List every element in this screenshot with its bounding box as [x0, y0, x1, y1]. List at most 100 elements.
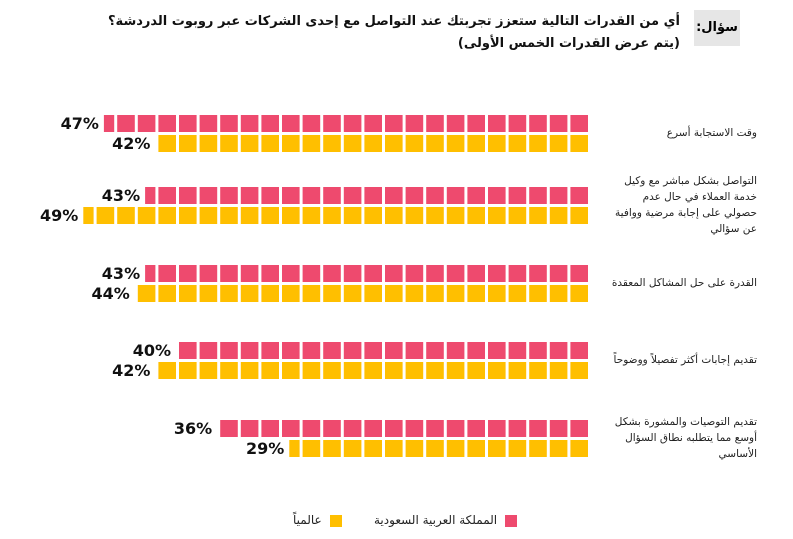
waffle-cell	[570, 285, 588, 302]
waffle-cell	[323, 420, 341, 437]
waffle-cell	[199, 135, 218, 152]
waffle-cell	[323, 265, 341, 282]
waffle-cell	[570, 207, 588, 224]
waffle-cell	[426, 265, 444, 282]
waffle-cell	[145, 265, 156, 282]
chart-subtitle: (يتم عرض القدرات الخمس الأولى)	[457, 36, 680, 51]
waffle-cell	[343, 342, 362, 359]
waffle-cell	[467, 440, 485, 457]
waffle-cell	[488, 362, 506, 379]
waffle-cell	[302, 265, 321, 282]
waffle-bar	[158, 362, 588, 379]
waffle-cell	[446, 285, 465, 302]
waffle-bar	[83, 207, 588, 224]
waffle-cell	[179, 265, 197, 282]
waffle-cell	[385, 115, 403, 132]
waffle-cell	[446, 207, 465, 224]
waffle-cell	[488, 440, 506, 457]
waffle-cell	[364, 265, 382, 282]
waffle-bar	[103, 115, 588, 132]
waffle-cell	[343, 135, 362, 152]
waffle-cell	[302, 362, 321, 379]
waffle-cell	[385, 440, 403, 457]
waffle-cell	[570, 115, 588, 132]
waffle-cell	[549, 207, 568, 224]
waffle-cell	[508, 187, 527, 204]
waffle-cell	[145, 187, 156, 204]
category-label: تقديم إجابات أكثر تفصيلاً ووضوحاً	[613, 354, 757, 366]
waffle-cell	[117, 207, 135, 224]
waffle-cell	[488, 265, 506, 282]
waffle-cell	[343, 115, 362, 132]
waffle-cell	[426, 187, 444, 204]
waffle-cell	[446, 440, 465, 457]
waffle-cell	[467, 362, 485, 379]
waffle-cell	[199, 285, 218, 302]
waffle-cell	[508, 420, 527, 437]
waffle-cell	[529, 115, 547, 132]
waffle-cell	[137, 285, 156, 302]
waffle-cell	[426, 440, 444, 457]
waffle-cell	[220, 342, 238, 359]
waffle-cell	[426, 285, 444, 302]
waffle-cell	[446, 135, 465, 152]
waffle-cell	[220, 115, 238, 132]
waffle-cell	[529, 342, 547, 359]
waffle-cell	[508, 265, 527, 282]
waffle-cell	[343, 440, 362, 457]
waffle-cell	[220, 285, 238, 302]
waffle-cell	[549, 115, 568, 132]
waffle-cell	[179, 285, 197, 302]
waffle-cell	[405, 265, 424, 282]
waffle-cell	[261, 420, 279, 437]
waffle-cell	[529, 135, 547, 152]
waffle-cell	[323, 342, 341, 359]
waffle-cell	[549, 265, 568, 282]
waffle-cell	[323, 115, 341, 132]
waffle-cell	[549, 135, 568, 152]
waffle-cell	[529, 285, 547, 302]
waffle-cell	[240, 187, 259, 204]
waffle-cell	[426, 135, 444, 152]
waffle-cell	[508, 115, 527, 132]
waffle-cell	[385, 207, 403, 224]
waffle-cell	[158, 135, 176, 152]
waffle-cell	[405, 115, 424, 132]
waffle-cell	[158, 187, 176, 204]
waffle-cell	[426, 342, 444, 359]
waffle-cell	[282, 115, 300, 132]
waffle-bar	[145, 265, 588, 282]
waffle-cell	[261, 265, 279, 282]
waffle-cell	[549, 362, 568, 379]
waffle-cell	[323, 187, 341, 204]
waffle-cell	[508, 207, 527, 224]
waffle-cell	[343, 187, 362, 204]
waffle-cell	[508, 342, 527, 359]
waffle-cell	[323, 135, 341, 152]
waffle-cell	[405, 207, 424, 224]
value-label: 42%	[112, 361, 150, 380]
waffle-cell	[426, 420, 444, 437]
waffle-cell	[96, 207, 115, 224]
waffle-cell	[488, 285, 506, 302]
waffle-cell	[405, 420, 424, 437]
waffle-cell	[302, 440, 321, 457]
waffle-cell	[220, 135, 238, 152]
waffle-cell	[158, 115, 176, 132]
waffle-cell	[343, 285, 362, 302]
waffle-cell	[529, 187, 547, 204]
waffle-cell	[364, 362, 382, 379]
waffle-cell	[570, 187, 588, 204]
waffle-cell	[158, 265, 176, 282]
legend-swatch	[330, 515, 342, 527]
waffle-cell	[302, 135, 321, 152]
waffle-cell	[385, 362, 403, 379]
waffle-cell	[179, 115, 197, 132]
waffle-cell	[446, 187, 465, 204]
waffle-cell	[405, 440, 424, 457]
category-label: وقت الاستجابة أسرع	[666, 127, 757, 139]
waffle-cell	[549, 440, 568, 457]
waffle-cell	[364, 135, 382, 152]
waffle-cell	[323, 285, 341, 302]
